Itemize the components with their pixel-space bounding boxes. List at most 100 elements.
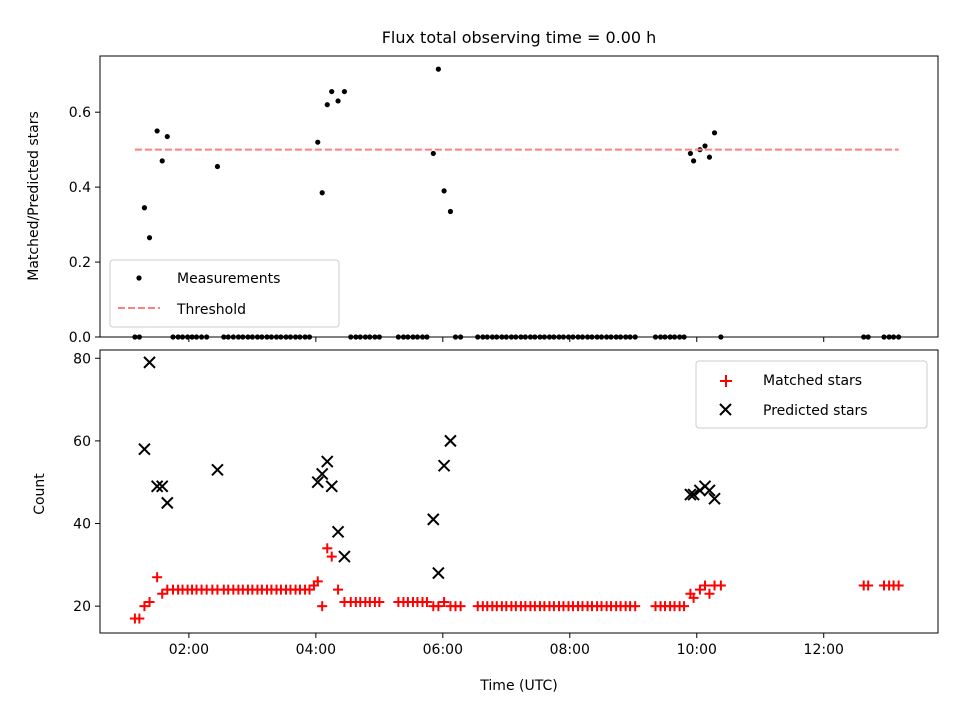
- predicted-star-point: [427, 513, 440, 526]
- matched-star-point: [322, 543, 333, 554]
- predicted-star-point-b: [331, 525, 345, 538]
- x-axis-label: Time (UTC): [479, 678, 557, 694]
- top-y-tick-label: 0.2: [69, 255, 91, 271]
- predicted-star-point: [138, 442, 151, 456]
- bottom-x-tick-label: 12:00: [804, 642, 844, 658]
- top-axes-frame: [99, 55, 939, 338]
- measurement-point: [430, 150, 436, 157]
- legend-threshold-label: Threshold: [176, 302, 246, 318]
- predicted-star-point: [687, 488, 700, 501]
- bottom-legend-box: [695, 360, 928, 429]
- chart-title: Flux total observing time = 0.00 h: [382, 28, 657, 47]
- predicted-star-point: [444, 434, 457, 448]
- predicted-star-point: [150, 480, 164, 493]
- predicted-star-point: [156, 480, 169, 493]
- predicted-star-point-b: [161, 496, 174, 510]
- measurement-point: [441, 188, 447, 194]
- matched-star-point: [455, 601, 466, 612]
- bottom-x-tick-label: 06:00: [423, 642, 463, 658]
- predicted-star-point-b: [138, 442, 151, 456]
- matched-star-point: [333, 584, 344, 595]
- predicted-star-point: [143, 356, 156, 369]
- matched-star-point: [317, 601, 328, 612]
- bottom-axes-frame: [99, 349, 939, 634]
- top-legend: Measurements Threshold: [109, 259, 340, 328]
- matched-star-point: [144, 597, 155, 608]
- predicted-star-point: [321, 455, 334, 468]
- measurement-point: [141, 205, 148, 211]
- measurement-point: [164, 133, 170, 140]
- predicted-star-point: [437, 459, 451, 472]
- legend-matched-label: Matched stars: [763, 373, 862, 389]
- predicted-star-point: [161, 496, 174, 510]
- top-legend-box: [109, 259, 340, 328]
- measurement-point: [319, 190, 325, 196]
- bottom-y-tick-label: 80: [73, 351, 91, 367]
- matched-star-point: [863, 580, 874, 591]
- predicted-star-point-b: [150, 480, 164, 493]
- matched-star-point: [139, 601, 150, 612]
- matched-star-point: [688, 592, 699, 603]
- predicted-star-point: [684, 488, 697, 501]
- predicted-star-point-b: [338, 550, 351, 563]
- top-y-tick-label: 0.4: [69, 180, 91, 196]
- bottom-legend: Matched stars Predicted stars: [695, 360, 928, 429]
- matched-star-point: [374, 597, 385, 608]
- measurement-point: [214, 163, 221, 170]
- matched-star-point: [679, 601, 690, 612]
- predicted-star-point: [331, 525, 345, 538]
- predicted-star-point-b: [703, 484, 716, 497]
- matched-star-point: [433, 601, 444, 612]
- matched-star-point: [157, 588, 168, 599]
- legend-measurement-marker: [136, 275, 142, 281]
- legend-measurements-label: Measurements: [177, 271, 280, 287]
- measurement-point: [341, 88, 348, 95]
- bottom-x-tick-label: 02:00: [169, 642, 209, 658]
- predicted-star-point: [311, 475, 324, 489]
- matched-star-point: [421, 597, 432, 608]
- measurement-point: [159, 158, 165, 164]
- measurement-point: [702, 143, 708, 149]
- measurement-point: [706, 154, 713, 160]
- measurement-point: [447, 208, 454, 215]
- predicted-star-point-b: [315, 467, 329, 481]
- predicted-star-point-b: [427, 513, 440, 526]
- matched-star-point: [630, 601, 641, 612]
- bottom-x-tick-label: 10:00: [677, 642, 717, 658]
- matched-star-point: [152, 572, 163, 583]
- bottom-x-tick-label: 08:00: [550, 642, 590, 658]
- matched-star-point: [715, 580, 726, 591]
- measurement-point: [154, 128, 160, 134]
- matched-star-point: [704, 588, 715, 599]
- matched-star-point: [439, 597, 450, 608]
- bottom-y-axis-label: Count: [32, 473, 48, 515]
- bottom-y-tick-label: 40: [73, 517, 91, 533]
- legend-predicted-marker-b: [719, 403, 732, 416]
- predicted-star-point-b: [311, 475, 324, 489]
- predicted-star-point-b: [437, 459, 451, 472]
- matched-star-point: [312, 576, 323, 587]
- measurement-point: [315, 139, 321, 145]
- predicted-star-point: [211, 463, 224, 477]
- matched-star-point: [893, 580, 904, 591]
- bottom-y-tick-label: 20: [73, 599, 91, 615]
- predicted-star-point: [315, 467, 329, 481]
- top-y-axis-label: Matched/Predicted stars: [26, 111, 42, 281]
- predicted-star-point: [703, 484, 716, 497]
- predicted-star-point-b: [321, 455, 334, 468]
- predicted-star-point-b: [325, 480, 338, 493]
- legend-predicted-label: Predicted stars: [763, 403, 868, 419]
- top-y-tick-label: 0.0: [69, 330, 91, 346]
- predicted-star-point-b: [211, 463, 224, 477]
- matched-star-point: [694, 584, 705, 595]
- measurement-point: [146, 235, 153, 241]
- measurement-point: [329, 88, 335, 95]
- measurement-point: [435, 66, 441, 72]
- bottom-x-tick-label: 04:00: [296, 642, 336, 658]
- predicted-star-point-b: [687, 488, 700, 501]
- bottom-panel: 20 40 60 80 02:00 04:00 06:00 08:00 10:00 12:00 Ma…: [73, 349, 939, 658]
- predicted-star-point: [708, 492, 721, 505]
- matched-star-point: [134, 613, 145, 624]
